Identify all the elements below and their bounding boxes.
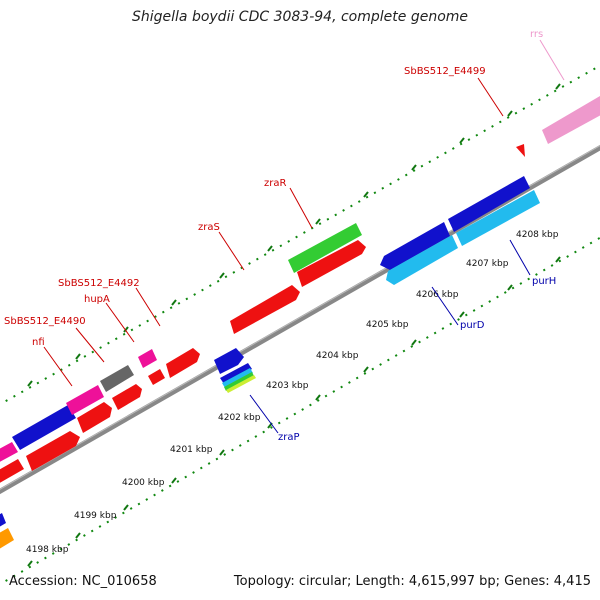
gene-arrow[interactable] bbox=[0, 459, 24, 485]
scale-label: 4202 kbp bbox=[218, 413, 261, 423]
reverse-genes bbox=[0, 176, 540, 551]
gene-label-rrs[interactable]: rrs bbox=[530, 29, 543, 40]
gene-label-SbBS512_E4492[interactable]: SbBS512_E4492 bbox=[58, 278, 140, 289]
gene-arrow-purH[interactable] bbox=[448, 176, 530, 232]
topology-text: Topology: circular; Length: 4,615,997 bp… bbox=[233, 574, 591, 589]
forward-upper-genes bbox=[0, 95, 600, 465]
forward-dotted-ladder bbox=[0, 64, 600, 406]
forward-genes bbox=[0, 144, 525, 485]
gene-label-purD[interactable]: purD bbox=[460, 320, 485, 331]
accession-text: Accession: NC_010658 bbox=[9, 574, 157, 589]
map-title: Shigella boydii CDC 3083-94, complete ge… bbox=[131, 9, 469, 25]
scale-label: 4205 kbp bbox=[366, 320, 409, 330]
gene-arrow[interactable] bbox=[166, 348, 200, 378]
gene-block-nfi[interactable] bbox=[66, 385, 104, 415]
scale-label: 4207 kbp bbox=[466, 259, 509, 269]
forward-major-ticks bbox=[27, 83, 561, 387]
gene-label-zraR[interactable]: zraR bbox=[264, 178, 286, 189]
scale-label: 4199 kbp bbox=[74, 511, 117, 521]
scale-label: 4203 kbp bbox=[266, 381, 309, 391]
gene-block-rrs[interactable] bbox=[542, 95, 600, 144]
gene-label-zraP[interactable]: zraP bbox=[278, 432, 300, 443]
gene-block bbox=[224, 372, 254, 391]
gene-arrow-purD[interactable] bbox=[380, 222, 450, 270]
leader-lines bbox=[43, 39, 565, 434]
gene-arrow-zraR[interactable] bbox=[297, 240, 366, 287]
gene-label-SbBS512_E4499[interactable]: SbBS512_E4499 bbox=[404, 66, 486, 77]
gene-arrow[interactable] bbox=[77, 402, 112, 433]
gene-arrow[interactable] bbox=[386, 235, 458, 285]
gene-block-SbBS512_E4490[interactable] bbox=[100, 365, 134, 392]
gene-label-SbBS512_E4490[interactable]: SbBS512_E4490 bbox=[4, 316, 86, 327]
gene-label-hupA[interactable]: hupA bbox=[84, 294, 110, 305]
gene-block-hupA[interactable] bbox=[138, 349, 157, 368]
gene-arrow[interactable] bbox=[456, 190, 540, 246]
gene-block[interactable] bbox=[12, 405, 76, 450]
scale-label: 4201 kbp bbox=[170, 445, 213, 455]
gene-arrow-SbBS512_E4499[interactable] bbox=[516, 144, 525, 157]
gene-arrow-zraS[interactable] bbox=[230, 285, 300, 334]
gene-label-zraS[interactable]: zraS bbox=[198, 222, 220, 233]
scale-label: 4204 kbp bbox=[316, 351, 359, 361]
gene-label-purH[interactable]: purH bbox=[532, 276, 556, 287]
gene-arrow[interactable] bbox=[112, 384, 142, 410]
gene-block-bottom[interactable] bbox=[0, 513, 6, 530]
gene-block bbox=[220, 363, 252, 384]
gene-block bbox=[226, 375, 256, 393]
gene-block[interactable] bbox=[0, 442, 18, 465]
scale-label: 4208 kbp bbox=[516, 230, 559, 240]
gene-block-bottom-orange[interactable] bbox=[0, 528, 14, 551]
gene-label-nfi[interactable]: nfi bbox=[32, 337, 45, 348]
gene-block-zraR-green[interactable] bbox=[288, 223, 362, 273]
scale-label: 4198 kbp bbox=[26, 545, 69, 555]
gene-arrow[interactable] bbox=[148, 369, 165, 385]
gene-arrow[interactable] bbox=[26, 431, 80, 471]
scale-label: 4200 kbp bbox=[122, 478, 165, 488]
gene-arrow-zraP[interactable] bbox=[214, 348, 244, 374]
gene-block bbox=[222, 368, 253, 388]
